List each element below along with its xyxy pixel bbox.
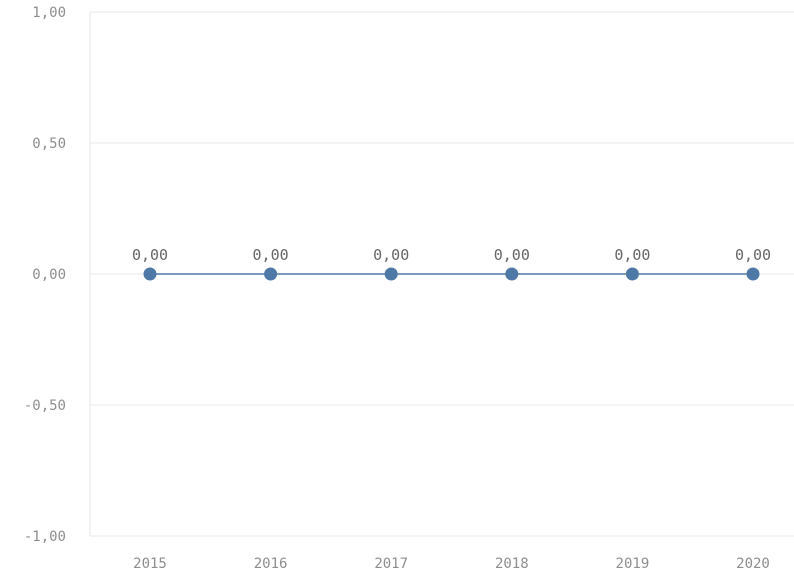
data-point[interactable] [746,267,760,281]
x-tick-label: 2018 [495,556,529,571]
data-label: 0,00 [253,246,289,264]
x-tick-label: 2019 [616,556,650,571]
y-tick-label: 0,00 [32,267,66,283]
x-axis-tick-labels: 2015 2016 2017 2018 2019 2020 [133,556,770,571]
data-point[interactable] [505,267,519,281]
data-point[interactable] [264,267,278,281]
data-label: 0,00 [494,246,530,264]
y-axis-tick-labels: 1,00 0,50 0,00 -0,50 -1,00 [24,5,66,545]
y-tick-label: -1,00 [24,529,66,545]
series-group: 0,00 0,00 0,00 0,00 0,00 0,00 [132,246,771,281]
data-label: 0,00 [735,246,771,264]
x-tick-label: 2017 [374,556,408,571]
y-tick-label: 0,50 [32,136,66,152]
data-label: 0,00 [614,246,650,264]
y-tick-label: 1,00 [32,5,66,21]
data-point[interactable] [143,267,157,281]
data-point[interactable] [384,267,398,281]
data-label: 0,00 [373,246,409,264]
y-tick-label: -0,50 [24,398,66,414]
x-tick-label: 2016 [254,556,288,571]
data-point[interactable] [625,267,639,281]
data-label: 0,00 [132,246,168,264]
x-tick-label: 2015 [133,556,167,571]
x-tick-label: 2020 [736,556,770,571]
